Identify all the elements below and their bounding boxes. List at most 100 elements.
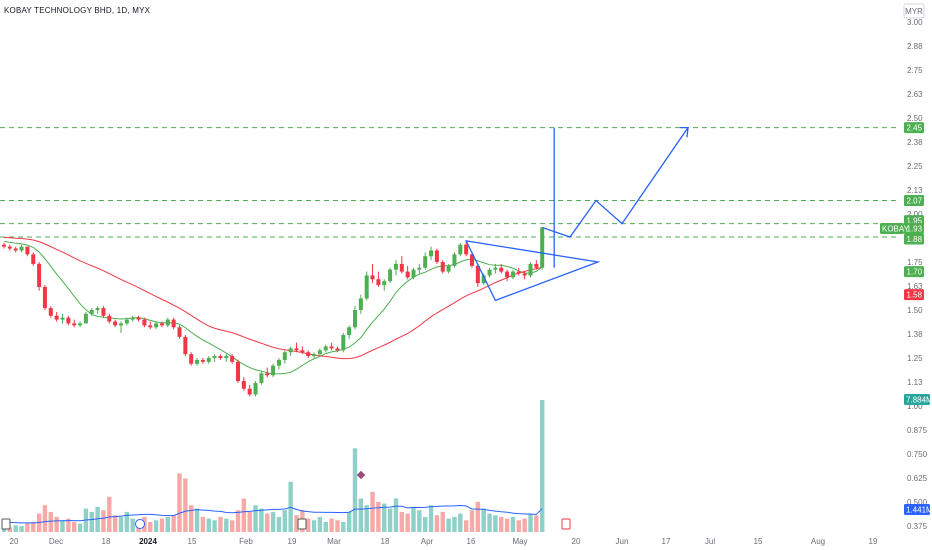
candle-body (224, 356, 229, 358)
volume-bar (475, 501, 481, 532)
x-tick-label: 15 (754, 537, 763, 546)
volume-bar (370, 491, 375, 532)
volume-bar (358, 498, 364, 532)
y-tick-label: 2.88 (907, 42, 923, 51)
x-tick-label: 17 (662, 537, 671, 546)
y-tick-label: 1.00 (907, 402, 923, 411)
candle-body (499, 267, 504, 272)
candle-body (353, 310, 357, 328)
y-tick-label: 2.00 (907, 210, 923, 219)
x-tick-label: Apr (421, 537, 434, 546)
volume-bar (148, 521, 153, 532)
volume-bar (259, 508, 264, 532)
candle-body (312, 354, 317, 357)
volume-bar (458, 513, 463, 532)
candle-body (388, 269, 393, 282)
candle-body (294, 348, 299, 351)
candle-body (341, 334, 346, 351)
volume-bar (235, 510, 241, 532)
candle-body (540, 227, 545, 268)
volume-tag-label: 7.884M (906, 396, 932, 405)
candle-body (358, 298, 363, 310)
earnings-marker (297, 518, 307, 530)
candle-body (130, 317, 135, 320)
candle-body (505, 271, 510, 278)
volume-bar (72, 521, 77, 532)
y-tick-label: 2.25 (907, 162, 923, 171)
symbol-tag (880, 222, 904, 234)
candle-body (487, 269, 492, 276)
candle-body (247, 388, 252, 395)
volume-bar (323, 521, 328, 532)
volume-bar (153, 520, 159, 532)
candle-body (171, 319, 176, 328)
volume-bar (382, 503, 387, 532)
candle-body (241, 381, 246, 389)
volume-ma-tag-label: 1.441M (906, 506, 932, 515)
candle-body (13, 248, 18, 251)
volume-bar (341, 521, 346, 532)
candle-body (317, 350, 322, 355)
candle-body (335, 348, 340, 351)
candle-body (370, 275, 375, 280)
price-tags: 2.452.071.951.93KOBAY1.881.701.587.884M1… (880, 122, 932, 515)
volume-bar (469, 510, 475, 532)
volume-bar (183, 478, 188, 532)
candle-body (7, 246, 12, 249)
candle-body (470, 254, 474, 266)
candle-body (154, 323, 159, 328)
x-tick-label: Aug (811, 537, 825, 546)
candle-body (200, 359, 205, 362)
volume-bar (504, 518, 510, 532)
candle-body (95, 308, 100, 310)
candle-body (271, 365, 276, 376)
y-tick-label: 1.25 (907, 354, 923, 363)
candle-body (475, 265, 480, 284)
candle-body (218, 356, 223, 358)
candle-body (72, 323, 77, 326)
volume-bar (66, 518, 71, 532)
y-tick-label: 3.00 (907, 18, 923, 27)
volume-bar (493, 515, 498, 532)
candle-body (423, 256, 428, 268)
x-tick-label: 18 (102, 537, 111, 546)
volume-bar (393, 498, 399, 532)
x-tick-label: Dec (49, 537, 63, 546)
volume-bar (329, 518, 334, 532)
candle-body (148, 325, 153, 328)
candle-body (528, 263, 533, 276)
y-tick-label: 2.75 (907, 66, 923, 75)
volume-ma-line (3, 504, 543, 524)
x-tick-label: 16 (467, 537, 476, 546)
volume-bar (118, 516, 124, 532)
volume-bar (13, 525, 18, 532)
candle-body (119, 323, 123, 326)
candle-body (206, 358, 211, 362)
split-marker (356, 470, 366, 480)
candle-body (159, 323, 164, 326)
candle-body (107, 315, 112, 322)
volume-bar (253, 505, 258, 532)
currency-badge[interactable] (903, 3, 925, 19)
volume-bar (294, 515, 299, 532)
y-tick-label: 2.38 (907, 138, 923, 147)
candle-body (405, 271, 410, 278)
candle-body (440, 262, 445, 272)
volume-bar (311, 520, 317, 532)
volume-bar (177, 473, 182, 532)
candle-body (253, 382, 258, 395)
candle-body (288, 348, 293, 353)
candle-body (189, 354, 194, 364)
horizontal-levels (0, 127, 899, 238)
volume-bar (405, 513, 410, 532)
earnings-marker (1, 518, 11, 530)
x-tick-label: Jul (705, 537, 715, 546)
candle-body (516, 271, 521, 274)
volume-bar (346, 511, 352, 532)
price-tag (904, 222, 924, 234)
volume-bar (130, 518, 135, 532)
candle-body (458, 244, 463, 255)
volume-bar (352, 448, 358, 532)
volume-bar (171, 515, 176, 532)
